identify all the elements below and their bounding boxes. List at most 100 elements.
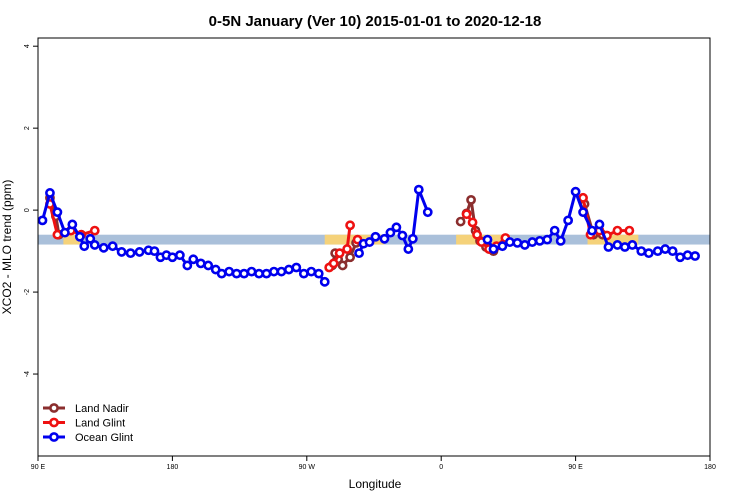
y-tick-label: 4	[24, 44, 31, 48]
data-point	[675, 252, 686, 263]
data-point	[328, 258, 339, 269]
y-tick-label: -4	[24, 371, 31, 377]
x-tick-label: 90 W	[299, 464, 316, 471]
legend-item-land-nadir: Land Nadir	[43, 403, 129, 415]
data-point	[682, 250, 693, 261]
data-point	[397, 230, 408, 241]
y-axis: 4 2 0 -2 -4	[24, 44, 38, 377]
data-point	[354, 248, 364, 259]
data-point	[570, 186, 581, 197]
data-point	[203, 260, 214, 271]
data-point	[313, 268, 324, 279]
band-land-0	[63, 234, 80, 245]
data-point	[422, 207, 433, 218]
data-point	[563, 215, 574, 226]
data-point	[643, 248, 654, 259]
data-point	[345, 220, 356, 231]
data-point	[379, 233, 390, 244]
legend-label: Land Nadir	[75, 403, 129, 415]
x-axis: 90 E 180 90 W 0 90 E 180	[31, 456, 716, 471]
data-point	[52, 207, 63, 218]
data-point	[512, 238, 523, 248]
data-point	[612, 240, 623, 250]
data-point	[74, 231, 85, 242]
legend: Land Nadir Land Glint Ocean Glint	[43, 403, 133, 444]
legend-item-land-glint: Land Glint	[43, 418, 125, 430]
data-point	[89, 225, 100, 236]
data-point	[85, 233, 96, 244]
data-point	[107, 241, 118, 252]
data-point	[534, 235, 545, 246]
band-land-4	[605, 234, 639, 245]
x-tick-label: 90 E	[568, 464, 583, 471]
data-point	[636, 246, 647, 256]
data-point	[67, 219, 78, 230]
data-point	[578, 192, 588, 203]
data-point	[291, 262, 302, 273]
data-point	[594, 219, 605, 230]
legend-label: Land Glint	[75, 418, 125, 430]
data-point	[587, 225, 597, 236]
series-layer	[37, 184, 700, 287]
y-tick-label: 2	[24, 126, 31, 130]
data-point	[472, 229, 482, 240]
legend-item-ocean-glint: Ocean Glint	[43, 432, 133, 444]
data-point	[149, 246, 160, 256]
data-point	[167, 252, 178, 263]
chart-title: 0-5N January (Ver 10) 2015-01-01 to 2020…	[209, 13, 542, 30]
data-point	[555, 235, 566, 246]
data-point	[195, 258, 206, 269]
data-point	[283, 264, 294, 275]
y-tick-label: -2	[24, 289, 31, 295]
data-point	[488, 244, 499, 254]
data-point	[504, 237, 515, 247]
y-axis-label: XCO2 - MLO trend (ppm)	[0, 180, 14, 315]
data-point	[174, 250, 185, 261]
data-point	[482, 234, 493, 245]
data-point	[407, 233, 418, 244]
data-point	[45, 188, 55, 198]
data-point	[89, 240, 100, 250]
data-point	[334, 248, 345, 259]
data-point	[391, 222, 402, 233]
data-point	[364, 237, 375, 247]
band-land-3	[587, 234, 606, 245]
data-point	[59, 227, 70, 238]
data-point	[231, 268, 242, 279]
data-point	[216, 268, 227, 279]
data-point	[342, 244, 353, 254]
legend-swatch-point	[49, 403, 59, 413]
data-point	[37, 215, 48, 226]
series-ocean-glint	[37, 184, 700, 287]
data-point	[497, 241, 508, 252]
data-point	[98, 242, 109, 253]
plot-frame	[37, 37, 711, 457]
data-point	[269, 266, 279, 277]
data-point	[527, 237, 538, 247]
data-point	[116, 247, 127, 257]
data-point	[79, 241, 90, 252]
data-point	[182, 260, 193, 271]
data-point	[652, 246, 663, 256]
data-point	[337, 260, 348, 271]
data-point	[298, 268, 309, 279]
x-tick-label: 90 E	[31, 464, 46, 471]
data-point	[413, 184, 424, 195]
legend-label: Ocean Glint	[75, 432, 133, 444]
data-point	[455, 216, 466, 227]
y-tick-label: 0	[24, 208, 31, 212]
data-point	[306, 266, 317, 277]
data-point	[319, 276, 330, 287]
data-point	[612, 225, 623, 236]
data-point	[239, 268, 249, 279]
data-point	[542, 234, 553, 245]
x-tick-label: 180	[704, 464, 716, 471]
data-point	[578, 207, 588, 218]
data-point	[134, 247, 145, 257]
x-tick-label: 180	[167, 464, 179, 471]
data-point	[261, 268, 272, 279]
data-point	[549, 225, 560, 236]
data-point	[519, 240, 530, 250]
data-point	[224, 266, 235, 277]
data-point	[627, 240, 638, 250]
